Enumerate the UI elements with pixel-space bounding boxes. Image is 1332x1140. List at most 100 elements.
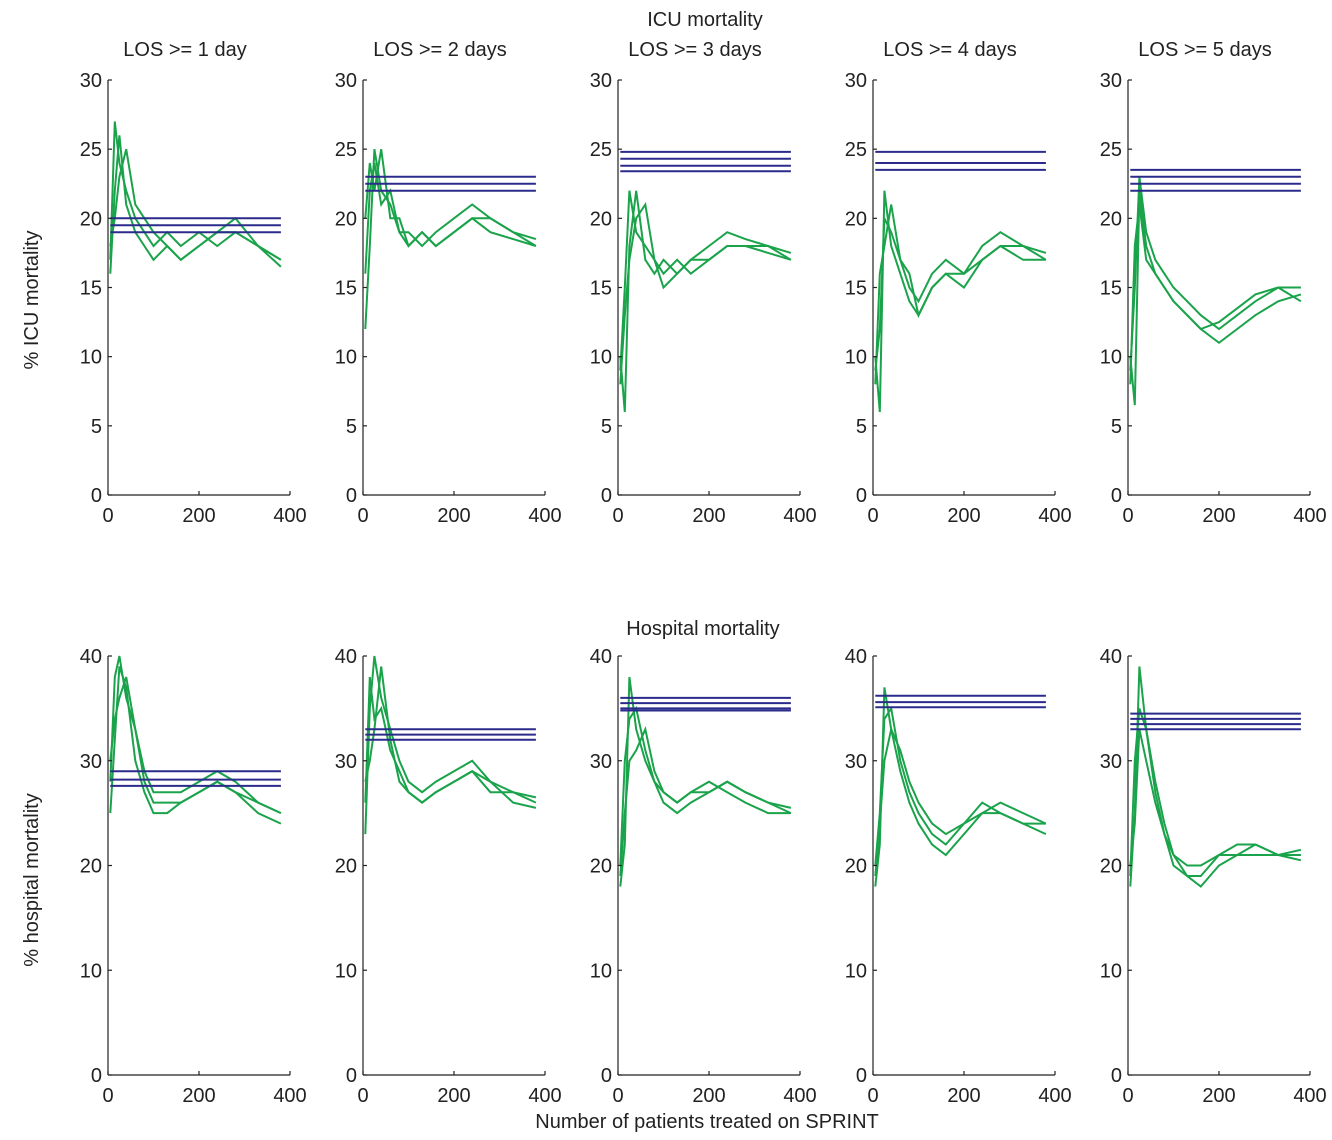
data-line bbox=[874, 204, 1047, 385]
x-tick-label: 200 bbox=[182, 1085, 215, 1107]
y-tick-label: 30 bbox=[80, 751, 102, 773]
x-tick-label: 0 bbox=[1122, 505, 1133, 527]
x-tick-label: 0 bbox=[102, 505, 113, 527]
y-tick-label: 20 bbox=[590, 856, 612, 878]
y-tick-label: 30 bbox=[590, 751, 612, 773]
y-tick-label: 10 bbox=[80, 960, 102, 982]
x-tick-label: 200 bbox=[692, 505, 725, 527]
y-tick-label: 10 bbox=[1100, 960, 1122, 982]
y-tick-label: 15 bbox=[590, 278, 612, 300]
y-tick-label: 10 bbox=[335, 347, 357, 369]
x-tick-label: 200 bbox=[437, 1085, 470, 1107]
data-line bbox=[874, 217, 1047, 371]
x-tick-label: 0 bbox=[102, 1085, 113, 1107]
x-tick-label: 400 bbox=[1293, 505, 1326, 527]
y-tick-label: 30 bbox=[590, 70, 612, 92]
y-tick-label: 20 bbox=[845, 208, 867, 230]
y-tick-label: 30 bbox=[335, 751, 357, 773]
y-tick-label: 20 bbox=[1100, 208, 1122, 230]
y-tick-label: 10 bbox=[80, 347, 102, 369]
chart-title: LOS >= 3 days bbox=[628, 39, 761, 61]
y-tick-label: 20 bbox=[80, 208, 102, 230]
x-tick-label: 200 bbox=[1202, 1085, 1235, 1107]
data-line bbox=[874, 687, 1047, 887]
x-tick-label: 400 bbox=[783, 1085, 816, 1107]
y-tick-label: 30 bbox=[335, 70, 357, 92]
x-tick-label: 400 bbox=[1038, 505, 1071, 527]
y-tick-label: 0 bbox=[856, 1065, 867, 1087]
x-tick-label: 400 bbox=[528, 505, 561, 527]
y-tick-label: 40 bbox=[80, 646, 102, 668]
data-line bbox=[109, 148, 282, 268]
y-tick-label: 20 bbox=[335, 208, 357, 230]
data-line bbox=[874, 705, 1046, 866]
x-tick-label: 400 bbox=[783, 505, 816, 527]
x-axis-label: Number of patients treated on SPRINT bbox=[535, 1111, 879, 1133]
y-tick-label: 10 bbox=[590, 347, 612, 369]
group-title: ICU mortality bbox=[647, 9, 763, 31]
y-tick-label: 0 bbox=[346, 1065, 357, 1087]
chart-title: LOS >= 5 days bbox=[1138, 39, 1271, 61]
y-tick-label: 20 bbox=[80, 856, 102, 878]
y-tick-label: 10 bbox=[590, 960, 612, 982]
data-line bbox=[364, 655, 537, 835]
data-line bbox=[619, 190, 792, 371]
data-line bbox=[874, 726, 1047, 877]
x-tick-label: 0 bbox=[357, 1085, 368, 1107]
data-line bbox=[364, 666, 537, 809]
data-line bbox=[1129, 729, 1302, 867]
data-line bbox=[364, 676, 537, 804]
y-tick-label: 10 bbox=[335, 960, 357, 982]
y-tick-label: 15 bbox=[80, 278, 102, 300]
data-line bbox=[364, 162, 537, 274]
data-line bbox=[619, 705, 792, 866]
y-tick-label: 5 bbox=[856, 416, 867, 438]
y-tick-label: 40 bbox=[335, 646, 357, 668]
x-tick-label: 200 bbox=[692, 1085, 725, 1107]
data-line bbox=[1129, 708, 1302, 877]
y-tick-label: 0 bbox=[91, 1065, 102, 1087]
data-line bbox=[1129, 190, 1302, 406]
data-line bbox=[109, 666, 282, 825]
x-tick-label: 400 bbox=[273, 505, 306, 527]
y-tick-label: 10 bbox=[845, 347, 867, 369]
y-tick-label: 25 bbox=[590, 139, 612, 161]
data-line bbox=[874, 190, 1046, 413]
chart-title: LOS >= 1 day bbox=[123, 39, 246, 61]
data-line bbox=[619, 726, 791, 877]
y-tick-label: 40 bbox=[845, 646, 867, 668]
data-line bbox=[1129, 666, 1301, 888]
y-tick-label: 25 bbox=[80, 139, 102, 161]
y-tick-label: 0 bbox=[856, 485, 867, 507]
y-tick-label: 15 bbox=[845, 278, 867, 300]
group-title: Hospital mortality bbox=[626, 618, 779, 640]
y-tick-label: 20 bbox=[845, 856, 867, 878]
chart-title: LOS >= 4 days bbox=[883, 39, 1016, 61]
y-tick-label: 20 bbox=[335, 856, 357, 878]
x-tick-label: 400 bbox=[528, 1085, 561, 1107]
y-tick-label: 30 bbox=[845, 70, 867, 92]
x-tick-label: 0 bbox=[357, 505, 368, 527]
y-tick-label: 20 bbox=[1100, 856, 1122, 878]
y-tick-label: 0 bbox=[346, 485, 357, 507]
y-tick-label: 40 bbox=[590, 646, 612, 668]
x-tick-label: 0 bbox=[1122, 1085, 1133, 1107]
y-tick-label: 15 bbox=[335, 278, 357, 300]
y-tick-label: 0 bbox=[1111, 485, 1122, 507]
y-tick-label: 5 bbox=[601, 416, 612, 438]
data-line bbox=[109, 135, 282, 274]
x-tick-label: 200 bbox=[947, 1085, 980, 1107]
y-tick-label: 25 bbox=[845, 139, 867, 161]
y-tick-label: 20 bbox=[590, 208, 612, 230]
data-line bbox=[1129, 204, 1302, 385]
y-tick-label: 5 bbox=[91, 416, 102, 438]
data-line bbox=[619, 201, 792, 385]
data-line bbox=[109, 121, 282, 261]
data-line bbox=[109, 676, 282, 815]
y-tick-label: 0 bbox=[1111, 1065, 1122, 1087]
y-tick-label: 10 bbox=[1100, 347, 1122, 369]
x-tick-label: 0 bbox=[612, 505, 623, 527]
x-tick-label: 0 bbox=[867, 1085, 878, 1107]
x-tick-label: 200 bbox=[947, 505, 980, 527]
